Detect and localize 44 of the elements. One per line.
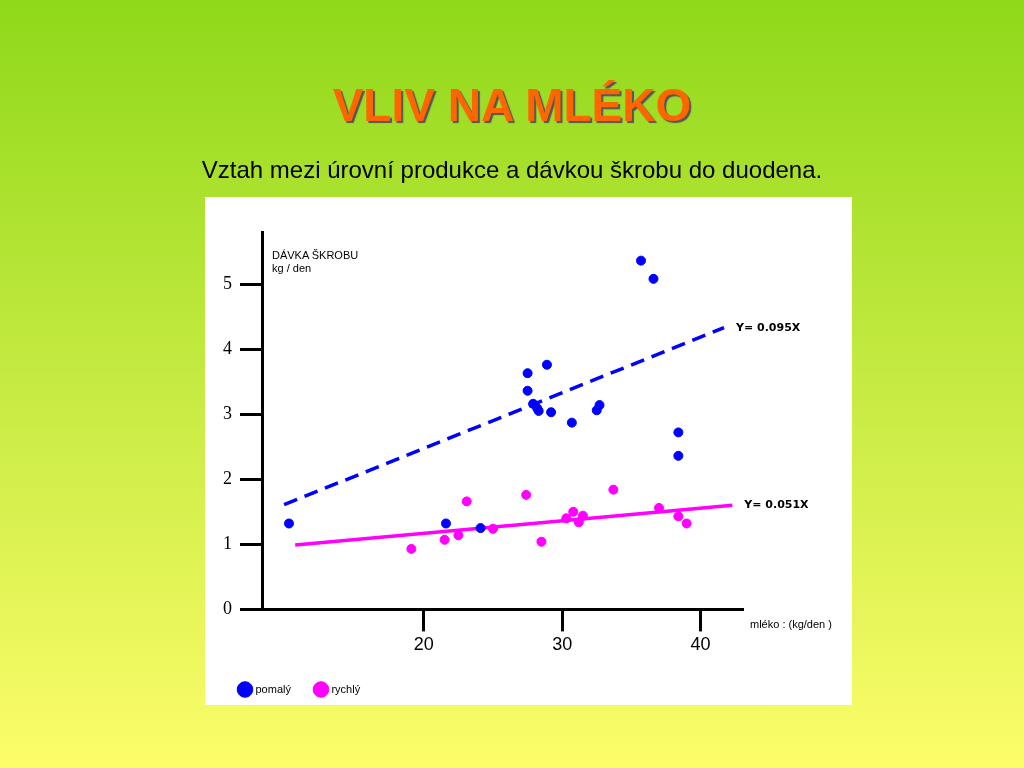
point: [681, 518, 692, 529]
y-tick-label: 5: [223, 272, 232, 293]
point: [546, 407, 557, 418]
x-axis-title: mléko : (kg/den ): [750, 618, 832, 631]
point: [636, 255, 647, 266]
point: [568, 506, 579, 517]
y-axis-title: DÁVKA ŠKROBU kg / den: [272, 248, 359, 274]
point: [461, 496, 472, 507]
point: [673, 427, 684, 438]
point: [440, 518, 451, 529]
point: [577, 510, 588, 521]
legend-label: pomalý: [255, 682, 292, 695]
point: [566, 417, 577, 428]
point: [453, 530, 464, 541]
annotation: Y= 0.051X: [743, 498, 810, 512]
x-tick-label: 20: [413, 634, 434, 655]
point: [561, 513, 572, 524]
point: [594, 400, 605, 411]
y-tick-label: 3: [223, 402, 232, 423]
chart-subtitle: Vztah mezi úrovní produkce a dávkou škrobu do duodena.: [200, 156, 824, 184]
x-tick-label: 30: [552, 634, 573, 655]
point: [522, 368, 533, 379]
point: [608, 484, 619, 495]
y-tick-label: 0: [223, 598, 232, 619]
annotation: Y= 0.095X: [735, 320, 801, 334]
point: [536, 536, 547, 547]
point: [522, 385, 533, 396]
y-tick-label: 4: [223, 337, 232, 358]
chart-title: VLIV NA MLÉKO: [331, 78, 693, 132]
point: [521, 489, 532, 500]
point: [283, 518, 294, 529]
point: [475, 523, 486, 534]
point: [488, 523, 499, 534]
point: [648, 273, 659, 284]
point: [439, 534, 450, 545]
legend-label: rychlý: [331, 682, 361, 695]
y-tick-label: 2: [223, 468, 232, 488]
point: [673, 511, 684, 522]
point: [541, 359, 552, 370]
point: [673, 450, 684, 461]
y-tick-label: 1: [223, 533, 232, 554]
point: [406, 543, 417, 554]
point: [573, 517, 584, 528]
x-tick-label: 40: [690, 634, 711, 655]
